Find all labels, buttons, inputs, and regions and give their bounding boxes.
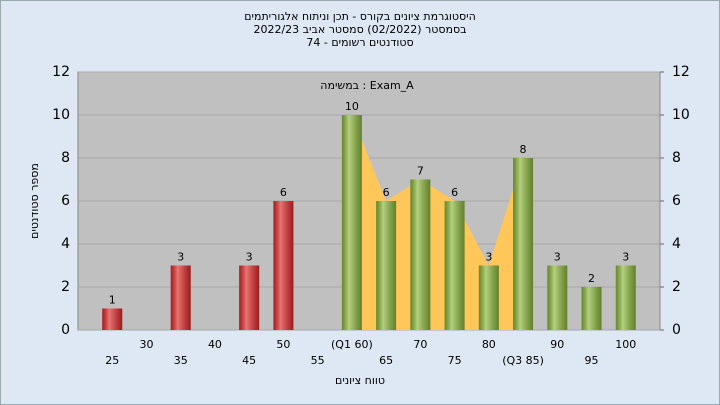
data-label: 1 <box>109 294 116 307</box>
data-label: 3 <box>246 251 253 264</box>
y2-tick-label: 6 <box>672 193 681 209</box>
data-label: 8 <box>520 143 527 156</box>
bar-shade <box>615 265 636 330</box>
y-tick-label: 10 <box>52 107 70 123</box>
y-tick-label: 8 <box>61 150 70 166</box>
y2-tick-label: 10 <box>672 107 690 123</box>
bar-shade <box>376 201 397 330</box>
bar-shade <box>581 287 602 330</box>
x-tick-label: 30 <box>139 338 153 351</box>
y-axis-label: מספר סטודנטים <box>28 163 41 239</box>
data-label: 10 <box>345 100 359 113</box>
x-tick-label: 100 <box>615 338 636 351</box>
y2-tick-label: 12 <box>672 64 690 80</box>
x-tick-label: (Q1 60) <box>331 338 373 351</box>
bar-shade <box>410 179 431 330</box>
data-label: 3 <box>485 251 492 264</box>
y-tick-label: 2 <box>61 279 70 295</box>
data-label: 6 <box>451 186 458 199</box>
bar-shade <box>547 265 568 330</box>
annotation: במשימה : Exam_A <box>320 79 414 92</box>
x-tick-label: 90 <box>550 338 564 351</box>
y2-tick-label: 0 <box>672 322 681 338</box>
x-tick-label: 35 <box>174 354 188 367</box>
data-label: 2 <box>588 272 595 285</box>
chart-subtitle: סטודנטים רשומים - 74 <box>306 36 413 49</box>
x-tick-label: 75 <box>448 354 462 367</box>
chart-subtitle: בסמסטר (02/2022) סמסטר אביב 2022/23 <box>253 23 466 36</box>
data-label: 3 <box>622 251 629 264</box>
x-tick-label: 65 <box>379 354 393 367</box>
x-tick-label: 80 <box>482 338 496 351</box>
y2-tick-label: 4 <box>672 236 681 252</box>
y-tick-label: 0 <box>61 322 70 338</box>
bar-shade <box>239 265 260 330</box>
x-tick-label: 55 <box>311 354 325 367</box>
x-tick-label: 95 <box>585 354 599 367</box>
x-tick-label: 25 <box>105 354 119 367</box>
y2-tick-label: 8 <box>672 150 681 166</box>
x-tick-label: 45 <box>242 354 256 367</box>
data-label: 6 <box>280 186 287 199</box>
x-tick-label: (Q3 85) <box>502 354 544 367</box>
y-tick-label: 12 <box>52 64 70 80</box>
data-label: 7 <box>417 165 424 178</box>
bar-shade <box>444 201 465 330</box>
data-label: 3 <box>177 251 184 264</box>
bar-shade <box>102 308 123 330</box>
data-label: 3 <box>554 251 561 264</box>
y-tick-label: 6 <box>61 193 70 209</box>
x-tick-label: 50 <box>276 338 290 351</box>
x-axis-label: טווח ציונים <box>335 374 385 387</box>
x-tick-label: 40 <box>208 338 222 351</box>
data-label: 6 <box>383 186 390 199</box>
bar-shade <box>513 158 534 330</box>
bar-shade <box>478 265 499 330</box>
bar-shade <box>341 115 362 330</box>
x-tick-label: 70 <box>413 338 427 351</box>
chart-title: היסטוגרמת ציונים בקורס - תכן וניתוח אלגו… <box>244 10 476 23</box>
y-tick-label: 4 <box>61 236 70 252</box>
y2-tick-label: 2 <box>672 279 681 295</box>
bar-shade <box>170 265 191 330</box>
bar-shade <box>273 201 294 330</box>
